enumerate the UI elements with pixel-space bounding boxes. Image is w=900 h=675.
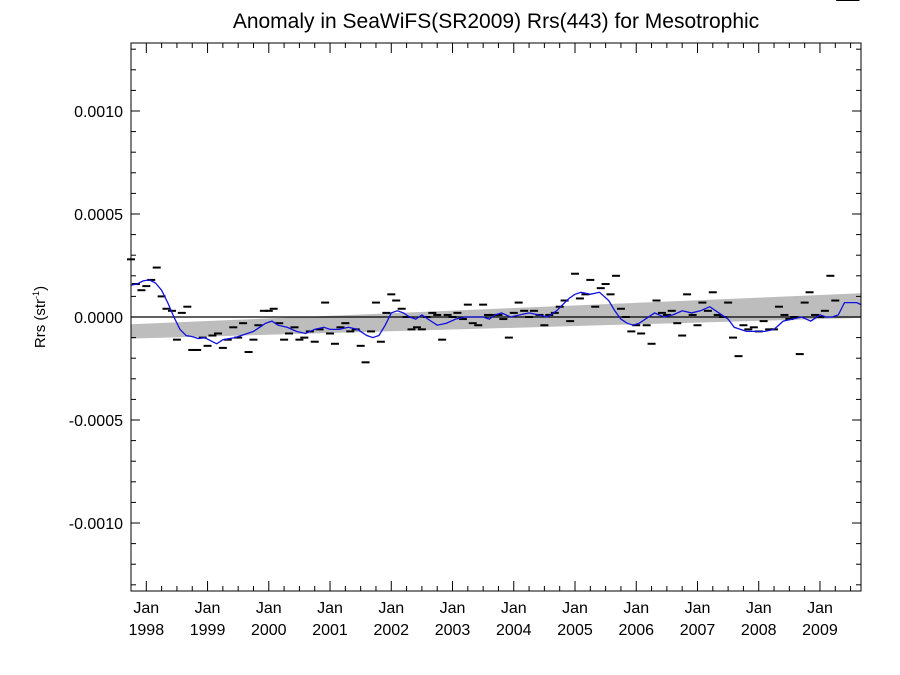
x-tick-year-label: 2007 (680, 622, 716, 639)
chart-title: Anomaly in SeaWiFS(SR2009) Rrs(443) for … (233, 10, 759, 33)
x-tick-month-label: Jan (195, 600, 221, 617)
x-tick-month-label: Jan (746, 600, 772, 617)
x-tick-year-label: 2002 (373, 622, 409, 639)
x-tick-month-label: Jan (807, 600, 833, 617)
monthly-anomaly-marks (127, 0, 860, 364)
x-tick-year-label: 2006 (618, 622, 654, 639)
x-tick-month-label: Jan (378, 600, 404, 617)
y-tick-label: -0.0010 (69, 516, 123, 533)
y-tick-labels: -0.0010 -0.0005 0.0000 0.0005 0.0010 (69, 104, 123, 533)
x-tick-month-label: Jan (562, 600, 588, 617)
y-tick-label: -0.0005 (69, 413, 123, 430)
trend-confidence-band (131, 293, 861, 339)
x-tick-month-label: Jan (501, 600, 527, 617)
x-tick-month-label: Jan (440, 600, 466, 617)
x-tick-year-label: 2001 (312, 622, 348, 639)
x-tick-month-label: Jan (623, 600, 649, 617)
axis-ticks (130, 43, 861, 591)
x-tick-year-label: 2005 (557, 622, 593, 639)
y-tick-label: 0.0005 (74, 207, 123, 224)
x-tick-labels: Jan 1998 Jan 1999 Jan 2000 Jan 2001 Jan 2002 Jan 20… (129, 600, 838, 639)
running-mean-series (130, 279, 862, 345)
y-tick-label: 0.0010 (74, 104, 123, 121)
x-tick-year-label: 2003 (435, 622, 471, 639)
x-tick-year-label: 2008 (741, 622, 777, 639)
x-tick-year-label: 1998 (129, 622, 165, 639)
x-tick-year-label: 2009 (802, 622, 838, 639)
trend-band-polygon (131, 293, 861, 339)
x-tick-month-label: Jan (256, 600, 282, 617)
running-mean-line (130, 279, 862, 345)
x-tick-month-label: Jan (133, 600, 159, 617)
x-tick-year-label: 2000 (251, 622, 287, 639)
x-tick-year-label: 1999 (190, 622, 226, 639)
y-axis-label: Rrs (str-1) (31, 286, 49, 348)
x-tick-month-label: Jan (317, 600, 343, 617)
x-tick-year-label: 2004 (496, 622, 532, 639)
x-tick-month-label: Jan (685, 600, 711, 617)
y-tick-label: 0.0000 (74, 310, 123, 327)
